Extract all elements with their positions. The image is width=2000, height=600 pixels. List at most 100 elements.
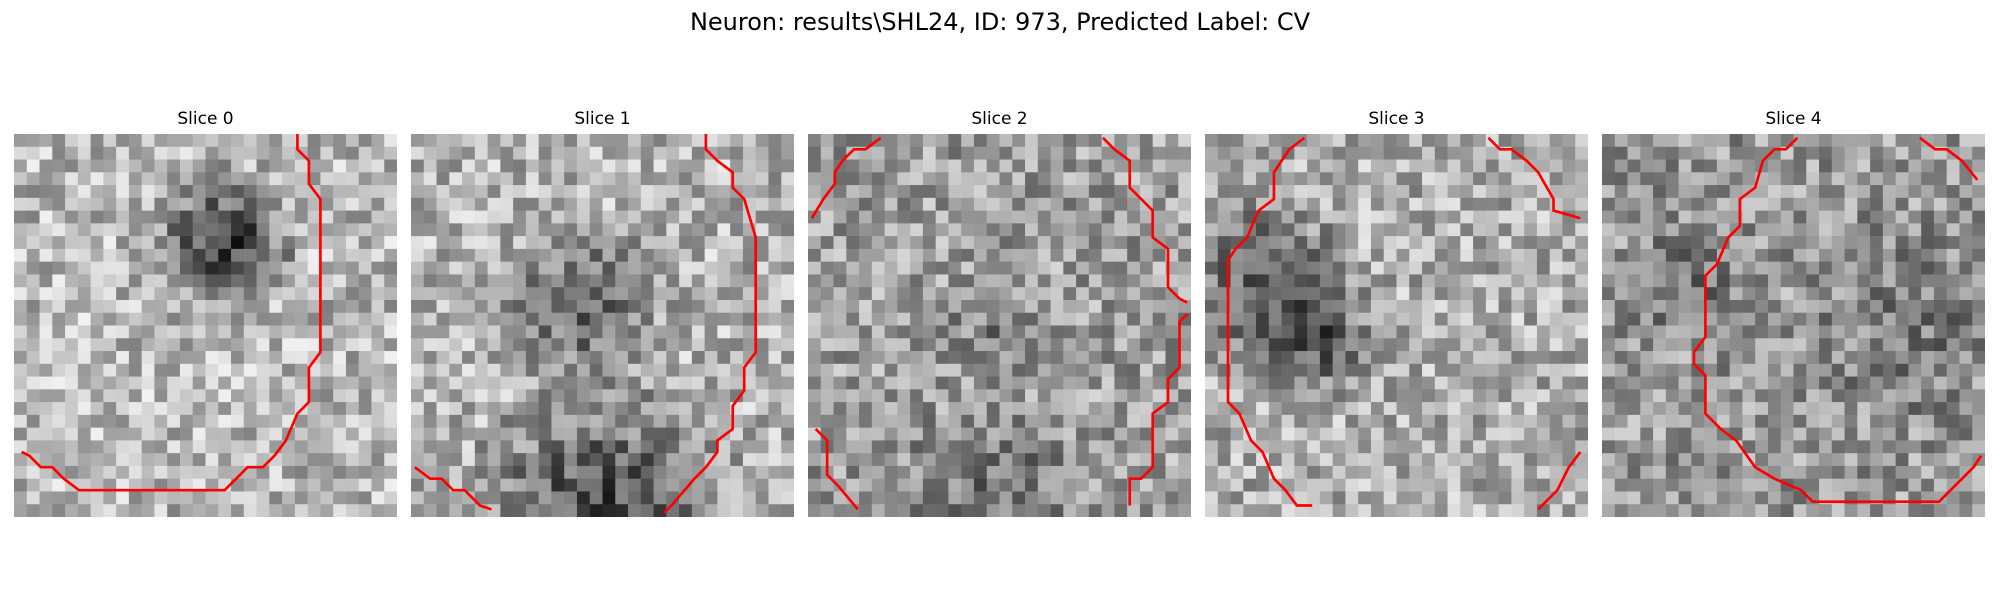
pixel-cell <box>1946 389 1961 403</box>
pixel-cell <box>167 363 181 378</box>
pixel-cell <box>833 172 847 186</box>
pixel-cell <box>948 376 962 390</box>
pixel-cell <box>282 210 296 224</box>
pixel-cell <box>1793 299 1807 314</box>
pixel-cell <box>77 427 92 441</box>
pixel-cell <box>423 414 438 429</box>
pixel-cell <box>1319 402 1334 416</box>
pixel-cell <box>345 338 360 352</box>
pixel-cell <box>1178 363 1191 378</box>
pixel-cell <box>859 210 873 224</box>
pixel-cell <box>1088 223 1103 237</box>
slice-panel-4-image <box>1602 134 1985 517</box>
pixel-cell <box>871 465 886 480</box>
pixel-cell <box>256 299 270 314</box>
pixel-cell <box>1602 146 1616 161</box>
pixel-cell <box>1114 338 1128 352</box>
pixel-cell <box>1831 185 1846 199</box>
pixel-cell <box>1063 299 1077 314</box>
pixel-cell <box>128 274 143 288</box>
pixel-cell <box>307 465 321 480</box>
pixel-cell <box>833 376 847 390</box>
pixel-cell <box>628 223 642 237</box>
pixel-cell <box>1536 287 1551 301</box>
pixel-cell <box>768 402 782 416</box>
pixel-cell <box>1332 172 1347 186</box>
pixel-cell <box>1704 414 1718 429</box>
pixel-cell <box>474 351 489 365</box>
pixel-cell <box>1178 325 1191 339</box>
pixel-cell <box>436 299 450 314</box>
pixel-cell <box>1409 197 1423 212</box>
pixel-cell <box>1972 325 1985 339</box>
pixel-cell <box>1921 210 1935 224</box>
pixel-cell <box>1908 299 1922 314</box>
pixel-cell <box>513 312 527 327</box>
pixel-cell <box>192 440 207 454</box>
pixel-cell <box>282 376 296 390</box>
pixel-cell <box>1460 440 1474 454</box>
pixel-cell <box>1294 261 1308 276</box>
pixel-cell <box>474 274 489 288</box>
pixel-cell <box>1716 491 1731 505</box>
pixel-cell <box>1050 504 1064 517</box>
pixel-cell <box>1319 287 1334 301</box>
pixel-cell <box>704 389 718 403</box>
pixel-cell <box>90 440 104 454</box>
pixel-cell <box>871 274 886 288</box>
pixel-cell <box>602 146 616 161</box>
pixel-cell <box>1332 338 1347 352</box>
pixel-cell <box>411 465 425 480</box>
pixel-cell <box>666 146 680 161</box>
pixel-cell <box>1037 440 1052 454</box>
pixel-cell <box>1358 312 1372 327</box>
pixel-cell <box>371 389 385 403</box>
pixel-cell <box>1640 478 1654 493</box>
pixel-cell <box>256 376 270 390</box>
pixel-cell <box>691 223 706 237</box>
pixel-cell <box>948 197 962 212</box>
pixel-cell <box>742 389 757 403</box>
pixel-cell <box>1447 223 1461 237</box>
pixel-cell <box>462 312 476 327</box>
pixel-cell <box>691 185 706 199</box>
pixel-cell <box>961 504 975 517</box>
pixel-cell <box>474 172 489 186</box>
pixel-cell <box>14 223 28 237</box>
pixel-cell <box>910 389 924 403</box>
pixel-cell <box>65 210 79 224</box>
pixel-cell <box>358 134 373 148</box>
pixel-cell <box>859 274 873 288</box>
pixel-cell <box>128 427 143 441</box>
pixel-cell <box>333 287 347 301</box>
pixel-cell <box>1614 236 1629 250</box>
pixel-cell <box>999 261 1013 276</box>
pixel-cell <box>897 197 911 212</box>
pixel-cell <box>1819 414 1833 429</box>
pixel-cell <box>218 338 232 352</box>
pixel-cell <box>1729 491 1744 505</box>
pixel-cell <box>1575 351 1588 365</box>
pixel-cell <box>538 427 553 441</box>
pixel-cell <box>602 261 616 276</box>
pixel-cell <box>961 172 975 186</box>
pixel-cell <box>218 504 232 517</box>
pixel-cell <box>1243 338 1257 352</box>
pixel-cell <box>1678 465 1692 480</box>
pixel-cell <box>615 185 629 199</box>
pixel-cell <box>500 210 514 224</box>
pixel-cell <box>1358 236 1372 250</box>
pixel-cell <box>423 223 438 237</box>
pixel-cell <box>551 376 565 390</box>
pixel-cell <box>243 172 258 186</box>
pixel-cell <box>1345 465 1359 480</box>
pixel-cell <box>1882 427 1897 441</box>
pixel-cell <box>1575 261 1588 276</box>
pixel-cell <box>679 414 693 429</box>
pixel-cell <box>897 159 911 173</box>
pixel-cell <box>1037 236 1052 250</box>
pixel-cell <box>423 376 438 390</box>
pixel-cell <box>462 236 476 250</box>
pixel-cell <box>1921 172 1935 186</box>
pixel-cell <box>1205 312 1219 327</box>
